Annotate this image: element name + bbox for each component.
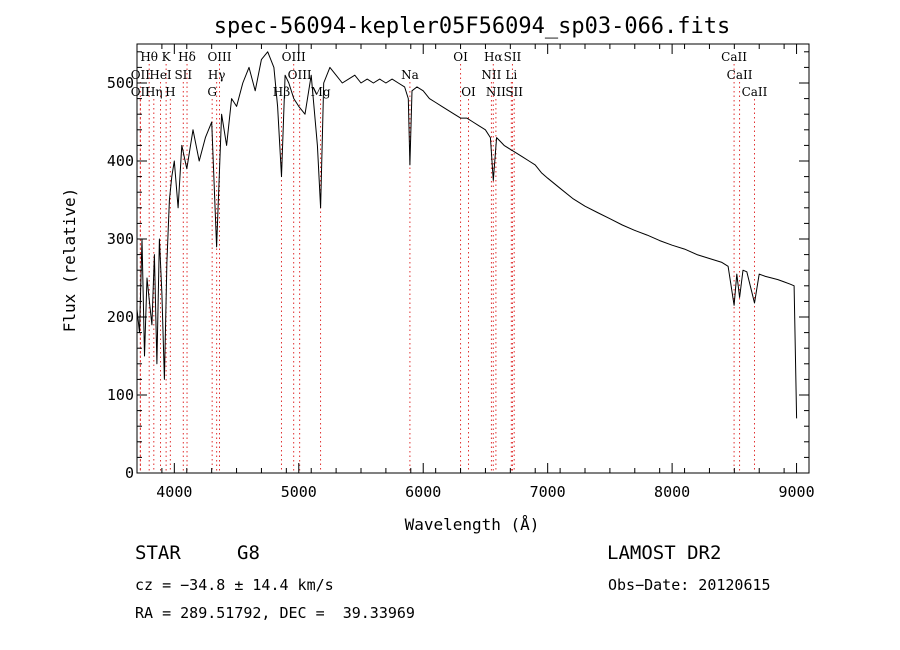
- line-marker-label: Hθ: [140, 50, 158, 64]
- y-tick-label: 100: [107, 386, 134, 404]
- line-marker-label: Hα: [484, 50, 503, 64]
- line-marker-label: G: [207, 85, 217, 99]
- series-layer: [136, 51, 798, 419]
- x-tick-label: 7000: [530, 483, 566, 501]
- x-tick-label: 4000: [156, 483, 192, 501]
- line-marker-label: Mg: [311, 85, 331, 99]
- line-marker-label: Hδ: [178, 50, 196, 64]
- line-marker-label: OII: [131, 85, 151, 99]
- x-tick-label: 9000: [778, 483, 814, 501]
- subclass: G8: [237, 542, 260, 564]
- x-axis-label: Wavelength (Å): [405, 515, 540, 534]
- line-marker-label: SII: [174, 68, 192, 82]
- line-marker-label: SII: [504, 50, 522, 64]
- line-marker-label: Li: [505, 68, 517, 82]
- plot-frame: [136, 43, 810, 474]
- line-marker-label: OIII: [282, 50, 306, 64]
- line-marker-label: CaII: [742, 85, 768, 99]
- x-tick-label: 6000: [405, 483, 441, 501]
- line-marker-label: NII: [486, 85, 506, 99]
- line-marker-label: CaII: [721, 50, 747, 64]
- line-marker-label: OI: [461, 85, 476, 99]
- y-tick-label: 0: [125, 464, 134, 482]
- line-marker-label: K: [162, 50, 172, 64]
- line-marker-label: Hβ: [273, 85, 290, 99]
- object-class: STAR: [135, 542, 181, 564]
- redshift-readout: cz = −34.8 ± 14.4 km/s: [135, 576, 334, 594]
- line-marker-label: OI: [453, 50, 468, 64]
- line-marker-label: H: [165, 85, 175, 99]
- y-tick-label: 300: [107, 230, 134, 248]
- line-marker-label: SII: [505, 85, 523, 99]
- y-tick-label: 200: [107, 308, 134, 326]
- line-marker-label: OIII: [207, 50, 231, 64]
- y-tick-label: 400: [107, 152, 134, 170]
- line-marker-label: OII: [131, 68, 151, 82]
- line-marker-label: NII: [481, 68, 501, 82]
- line-marker-label: HeI: [149, 68, 172, 82]
- obs-date: Obs−Date: 20120615: [608, 576, 771, 594]
- axes: 4000 5000 6000 7000 8000 9000 0 100 200 300 400 500: [107, 44, 815, 501]
- coordinates: RA = 289.51792, DEC = 39.33969: [135, 604, 415, 622]
- line-marker-label: CaII: [727, 68, 753, 82]
- y-axis-label: Flux (relative): [60, 188, 79, 333]
- spectrum-line-0: [136, 51, 798, 419]
- y-tick-label: 500: [107, 74, 134, 92]
- line-marker-label: Hγ: [208, 68, 226, 82]
- line-marker-label: Hη: [145, 85, 163, 99]
- x-tick-label: 8000: [654, 483, 690, 501]
- line-marker-label: OIII: [288, 68, 312, 82]
- chart-title: spec-56094-kepler05F56094_sp03-066.fits: [214, 14, 731, 39]
- line-marker-label: Na: [401, 68, 419, 82]
- x-tick-label: 5000: [281, 483, 317, 501]
- survey-name: LAMOST DR2: [607, 542, 722, 564]
